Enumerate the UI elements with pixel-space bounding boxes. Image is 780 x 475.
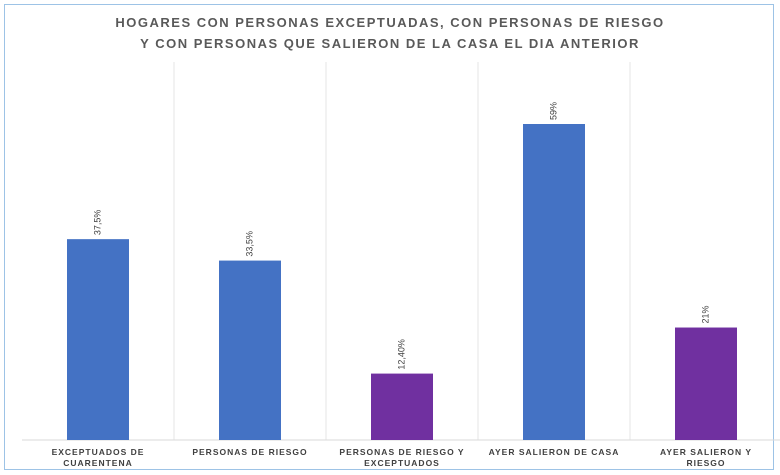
data-label: 59%: [548, 102, 558, 120]
data-label: 37,5%: [92, 210, 102, 236]
chart-title: HOGARES CON PERSONAS EXCEPTUADAS, CON PE…: [115, 15, 665, 51]
bar: [675, 327, 737, 440]
x-tick-label: AYER SALIERON DE CASA: [488, 447, 620, 457]
bar: [219, 260, 281, 440]
x-tick-label: EXCEPTUADOS DE CUARENTENA: [51, 447, 145, 468]
data-label: 12,40%: [396, 339, 406, 370]
x-tick-label: PERSONAS DE RIESGO: [192, 447, 308, 457]
x-tick-label: PERSONAS DE RIESGO Y EXCEPTUADOS: [339, 447, 465, 468]
bar: [523, 124, 585, 440]
data-label: 21%: [700, 306, 710, 324]
bar: [371, 373, 433, 440]
bar: [67, 239, 129, 440]
data-label: 33,5%: [244, 231, 254, 257]
chart-frame: [4, 4, 774, 470]
x-tick-label: AYER SALIERON Y RIESGO: [660, 447, 752, 468]
